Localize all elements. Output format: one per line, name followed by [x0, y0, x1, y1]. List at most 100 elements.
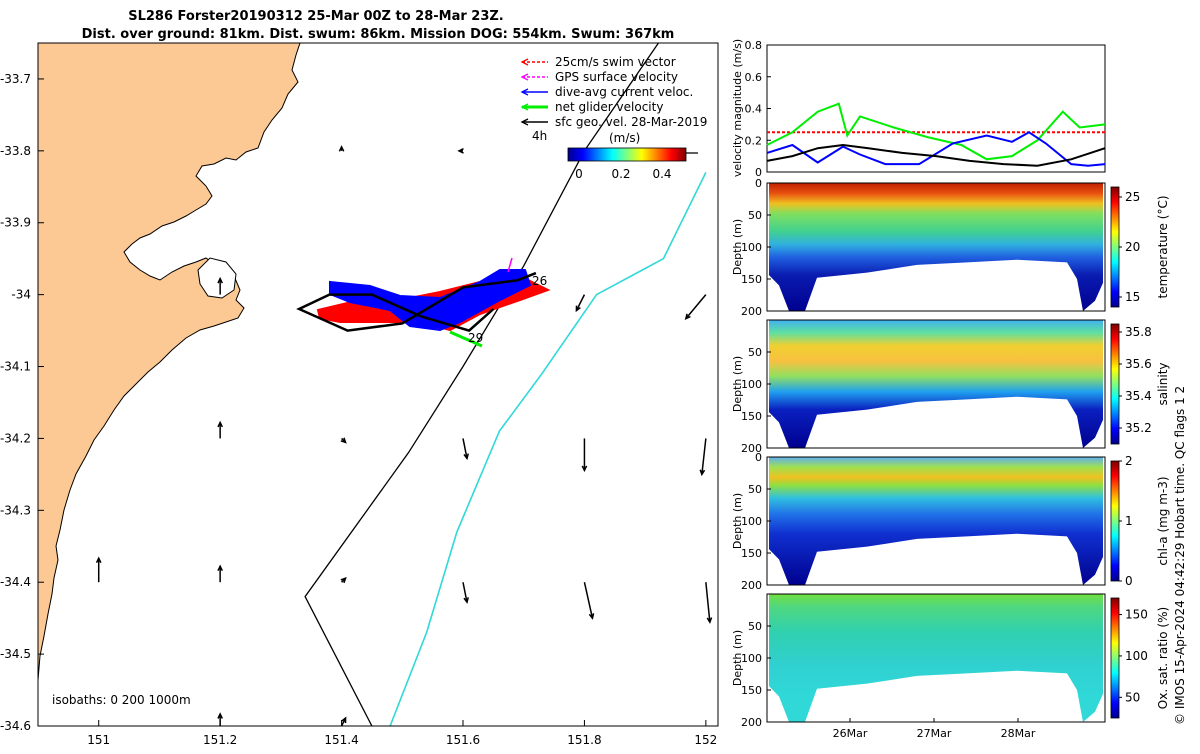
- section-panel: 50 100 150 200 Depth (m) 35.8 35.6 35.4 35.2 sali…: [731, 319, 1170, 455]
- map-y-tick-label: -34.4: [0, 575, 31, 589]
- geo-vector-head: [463, 597, 469, 604]
- map-x-tick-label: 151.4: [324, 733, 358, 747]
- map-x-tick-label: 152: [694, 733, 717, 747]
- map-panel: 26 29 151 151.2 151.4 151.6 151.8 152 -33.7-3…: [0, 42, 719, 747]
- map-y-tick-label: -34.2: [0, 431, 31, 445]
- map-x-tick-label: 151.8: [567, 733, 601, 747]
- section-y-tick-label: 100: [741, 652, 762, 665]
- section-colorbar-tick-label: 35.2: [1125, 421, 1152, 435]
- map-y-tick-label: -33.9: [0, 216, 31, 230]
- section-colorbar-tick-label: 50: [1125, 690, 1140, 704]
- velocity-series-line: [766, 131, 1106, 167]
- map-y-tick-label: -34.1: [0, 360, 31, 374]
- section-y-tick-label: 150: [741, 273, 762, 286]
- legend-arrowhead: [520, 73, 529, 81]
- section-colorbar-tick-label: 35.6: [1125, 357, 1152, 371]
- geo-vector-head: [706, 617, 713, 624]
- geo-vector-head: [338, 145, 345, 152]
- geo-vector-head: [463, 453, 469, 461]
- velocity-ylabel: velocity magnitude (m/s): [731, 39, 744, 177]
- section-colorbar: [1110, 460, 1120, 582]
- geo-vector: [583, 582, 594, 619]
- legend-label: sfc geo. vel. 28-Mar-2019: [555, 115, 707, 129]
- section-colorbar-tick-label: 25: [1125, 190, 1140, 204]
- velocity-y-tick-label: 0.6: [745, 71, 763, 84]
- section-ylabel: Depth (m): [731, 356, 744, 412]
- section-y-tick-label: 150: [741, 410, 762, 423]
- section-panel: 0 50 100 150 200 Depth (m) 25 20 15 temperature (…: [731, 177, 1170, 318]
- geo-vector-head: [217, 712, 223, 719]
- geo-vector-head: [699, 469, 706, 477]
- map-x-tick-label: 151.6: [446, 733, 480, 747]
- section-y-tick-label: 150: [741, 547, 762, 560]
- geo-vector-head: [581, 465, 588, 473]
- section-y-tick-label: 50: [748, 209, 762, 222]
- section-ylabel: Depth (m): [731, 493, 744, 549]
- geo-vector-head: [95, 556, 102, 564]
- section-y-tick-label: 0: [755, 451, 762, 464]
- legend-arrowhead: [520, 103, 529, 111]
- title-line-1: SL286 Forster20190312 25-Mar 00Z to 28-M…: [128, 9, 504, 24]
- map-x-tick-label: 151: [87, 733, 110, 747]
- velocity-series: [766, 102, 1106, 167]
- map-y-tick-label: -33.8: [0, 144, 31, 158]
- section-y-tick-label: 50: [748, 346, 762, 359]
- gps-surface-velocity: [507, 257, 513, 273]
- section-y-tick-label: 100: [741, 515, 762, 528]
- velocity-y-tick-label: 0.4: [745, 103, 763, 116]
- velocity-y-tick-label: 0.2: [745, 134, 763, 147]
- section-data: [769, 594, 1103, 722]
- geo-vector-head: [340, 437, 347, 444]
- map-frame: [37, 42, 719, 727]
- section-colorbar-tick-label: 150: [1125, 608, 1148, 622]
- speed-colorbar: 4h (m/s) 0 0.2 0.4: [532, 129, 698, 181]
- land-inlet: [197, 257, 237, 299]
- section-x-tick-label: 28Mar: [1001, 727, 1036, 740]
- section-colorbar: [1110, 597, 1120, 719]
- geo-vector: [462, 438, 468, 459]
- speed-colorbar-tick: 0.2: [611, 167, 630, 181]
- section-y-tick-label: 200: [741, 579, 762, 592]
- section-y-tick-label: 100: [741, 378, 762, 391]
- geo-vector-head: [217, 276, 223, 284]
- geo-vector-head: [684, 313, 691, 320]
- geo-vector-head: [457, 147, 464, 154]
- velocity-series-line: [766, 143, 1106, 167]
- scale-arrow-label: 4h: [532, 129, 547, 143]
- section-colorbar-tick-label: 35.8: [1125, 325, 1152, 339]
- legend-label: 25cm/s swim vector: [555, 55, 676, 69]
- geo-vector: [575, 294, 586, 311]
- section-data: [769, 320, 1103, 448]
- geo-vector-head: [217, 420, 223, 428]
- map-y-tick-label: -34.3: [0, 503, 31, 517]
- section-y-tick-label: 200: [741, 305, 762, 318]
- map-x-tick-label: 151.2: [203, 733, 237, 747]
- isobaths-label: isobaths: 0 200 1000m: [52, 693, 191, 707]
- geo-velocity-vectors: [95, 145, 713, 726]
- map-y-axis: -33.7 -33.8 -33.9 -34 -34.1 -34.2 -34.3 -34.4 -3…: [0, 72, 44, 733]
- section-colorbar-tick-label: 0: [1125, 574, 1133, 588]
- section-ylabel: Depth (m): [731, 219, 744, 275]
- section-y-tick-label: 0: [755, 177, 762, 190]
- section-colorbar-label: chl-a (mg m-3): [1156, 476, 1170, 565]
- section-y-tick-label: 100: [741, 241, 762, 254]
- velocity-y-axis: 0 0.2 0.4 0.6 0.8: [745, 39, 771, 179]
- map-y-tick-label: -34: [11, 288, 31, 302]
- glider-track-swath: [296, 257, 551, 348]
- geo-vector-head: [588, 613, 595, 620]
- geo-vector-head: [217, 564, 223, 572]
- map-x-axis: 151 151.2 151.4 151.6 151.8 152: [87, 720, 717, 747]
- map-y-tick-label: -34.5: [0, 647, 31, 661]
- land: [38, 43, 301, 681]
- track-label-29: 29: [468, 331, 483, 345]
- speed-colorbar-title: (m/s): [609, 131, 640, 145]
- section-colorbar-tick-label: 2: [1125, 454, 1133, 468]
- section-y-tick-label: 200: [741, 716, 762, 729]
- section-colorbar-tick-label: 20: [1125, 240, 1140, 254]
- section-y-tick-label: 50: [748, 483, 762, 496]
- net-glider-velocity: [449, 330, 483, 348]
- section-y-tick-label: 200: [741, 442, 762, 455]
